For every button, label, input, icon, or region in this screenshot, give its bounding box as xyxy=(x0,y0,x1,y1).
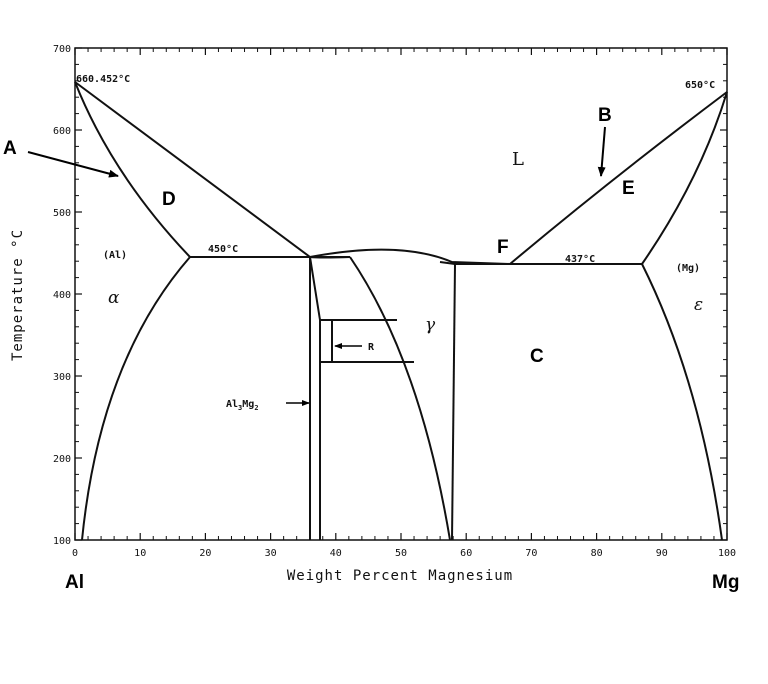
marker-e: E xyxy=(622,178,635,199)
y-tick-label: 600 xyxy=(53,126,71,137)
r-phase-label: R xyxy=(368,342,375,353)
x-tick-label: 80 xyxy=(591,548,603,559)
x-tick-label: 40 xyxy=(330,548,342,559)
y-axis-ticks: 100 200 300 400 500 600 700 xyxy=(53,44,727,547)
mg-melting-point-label: 650°C xyxy=(685,80,715,91)
mg-phase-label: (Mg) xyxy=(676,263,700,274)
al-phase-label: (Al) xyxy=(103,250,127,261)
y-axis-title: Temperature °C xyxy=(10,229,26,361)
beta-phase-top xyxy=(309,256,321,321)
gamma-inner-boundary xyxy=(309,256,351,259)
x-tick-label: 10 xyxy=(134,548,146,559)
gamma-left-boundary xyxy=(349,256,451,541)
x-tick-label: 50 xyxy=(395,548,407,559)
marker-a-arrow xyxy=(27,151,119,178)
marker-a: A xyxy=(3,138,17,159)
beta-al: Al xyxy=(226,399,238,410)
x-axis-ticks: 0 10 20 30 40 50 60 70 80 90 100 xyxy=(72,48,736,559)
marker-d: D xyxy=(162,189,176,210)
marker-c: C xyxy=(530,346,544,367)
liquidus-mg-side xyxy=(509,91,728,265)
liquidus-al-side xyxy=(74,81,311,258)
solvus-mg-side xyxy=(641,263,723,541)
y-tick-label: 300 xyxy=(53,372,71,383)
y-tick-label: 100 xyxy=(53,536,71,547)
eutectic-right-temp: 437°C xyxy=(565,254,595,265)
epsilon-label: ε xyxy=(694,295,703,315)
al-melting-point-label: 660.452°C xyxy=(76,74,130,85)
alpha-label: α xyxy=(108,288,120,308)
endpoint-al-label: Al xyxy=(65,572,84,593)
y-tick-label: 200 xyxy=(53,454,71,465)
beta-sub-3: 3 xyxy=(238,404,242,412)
beta-phase-label: Al3Mg2 xyxy=(226,399,259,412)
liquid-region-label: L xyxy=(512,149,524,170)
x-tick-label: 60 xyxy=(460,548,472,559)
x-tick-label: 70 xyxy=(525,548,537,559)
beta-mg: Mg xyxy=(242,399,254,410)
endpoint-mg-label: Mg xyxy=(712,572,739,593)
plot-frame xyxy=(74,47,728,541)
beta-sub-2: 2 xyxy=(254,404,258,412)
marker-b-arrow xyxy=(597,126,606,177)
y-tick-label: 400 xyxy=(53,290,71,301)
x-tick-label: 20 xyxy=(199,548,211,559)
x-axis-title: Weight Percent Magnesium xyxy=(287,568,513,584)
y-tick-label: 700 xyxy=(53,44,71,55)
gamma-right-boundary xyxy=(451,263,456,541)
marker-b: B xyxy=(598,105,612,126)
solidus-al-side xyxy=(74,81,191,258)
solvus-al-side xyxy=(81,256,191,541)
marker-f: F xyxy=(497,237,509,258)
x-tick-label: 30 xyxy=(265,548,277,559)
y-tick-label: 500 xyxy=(53,208,71,219)
x-tick-label: 90 xyxy=(656,548,668,559)
solidus-mg-side xyxy=(641,91,728,265)
gamma-label: γ xyxy=(425,315,436,335)
gamma-right-top xyxy=(439,261,456,265)
gamma-liquidus-dome xyxy=(309,248,511,265)
x-tick-label: 100 xyxy=(718,548,736,559)
x-tick-label: 0 xyxy=(72,548,78,559)
eutectic-left-temp: 450°C xyxy=(208,244,238,255)
